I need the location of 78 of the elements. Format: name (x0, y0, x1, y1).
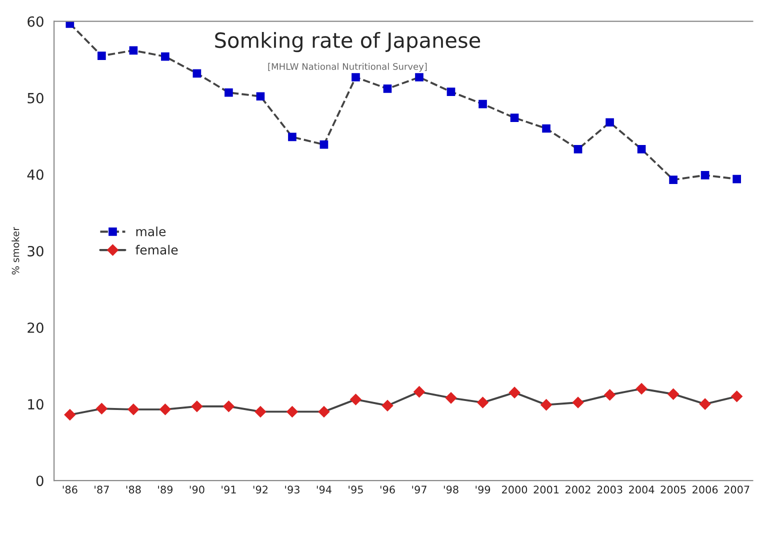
y-tick-label: 20 (28, 322, 44, 333)
point (224, 88, 233, 97)
y-tick-label: 0 (36, 476, 44, 486)
point (477, 396, 488, 408)
point (161, 52, 170, 61)
point (636, 383, 648, 394)
y-axis-title: % smoker (12, 226, 20, 274)
x-tick-label: '90 (190, 486, 204, 494)
point (540, 399, 552, 410)
x-tick-label: '89 (158, 486, 173, 494)
point (64, 409, 76, 420)
point (700, 171, 710, 180)
x-tick-label: '94 (316, 486, 332, 494)
point (191, 400, 203, 412)
x-tick-label: '98 (444, 486, 458, 494)
legend-label: female (136, 244, 178, 255)
point (98, 52, 106, 60)
x-tick-label: '91 (222, 486, 236, 494)
point (318, 406, 330, 418)
x-tick-label: '87 (94, 486, 109, 494)
point (574, 145, 582, 154)
x-tick-label: 2001 (534, 486, 559, 494)
point (414, 386, 425, 398)
x-tick-label: 2003 (597, 486, 622, 494)
point (128, 404, 140, 416)
point (129, 46, 138, 55)
point (669, 176, 678, 184)
x-tick-label: '92 (253, 486, 268, 494)
point (508, 386, 520, 398)
x-tick-label: 2000 (502, 486, 528, 494)
y-tick-label: 40 (27, 169, 44, 180)
point (286, 406, 298, 418)
text: [MHLW National Nutritional Survey] (268, 62, 427, 72)
point (223, 400, 234, 412)
point (352, 73, 360, 82)
y-tick-label: 50 (28, 92, 44, 104)
x-tick-label: 2007 (724, 486, 750, 494)
x-tick-label: 2005 (660, 486, 686, 494)
point (637, 145, 646, 154)
x-tick-label: '96 (380, 486, 395, 494)
x-tick-label: 2006 (692, 486, 718, 494)
point (699, 398, 711, 410)
x-tick-label: 2004 (629, 486, 654, 494)
point (288, 132, 296, 142)
point (66, 21, 74, 28)
point (160, 404, 171, 416)
point (256, 92, 265, 101)
x-tick-label: '86 (62, 486, 78, 494)
point (382, 400, 394, 412)
x-tick-label: '97 (412, 486, 426, 494)
point (96, 403, 108, 414)
chart-title: Somking rate of Japanese (215, 32, 480, 52)
x-tick-label: '88 (126, 486, 141, 494)
point (606, 118, 614, 127)
point (350, 394, 362, 406)
point (192, 69, 202, 78)
point (445, 392, 457, 404)
point (572, 396, 584, 408)
point (478, 100, 487, 108)
x-tick-label: '95 (348, 486, 363, 494)
point (542, 124, 550, 133)
point (446, 88, 456, 96)
x-tick-label: 2002 (566, 486, 590, 494)
point (510, 114, 519, 122)
y-tick-label: 10 (28, 399, 44, 410)
point (320, 140, 328, 149)
y-tick-label: 30 (28, 246, 44, 256)
y-tick-label: 60 (28, 16, 44, 27)
point (415, 73, 424, 82)
x-tick-label: '99 (476, 486, 490, 494)
point (668, 388, 679, 400)
x-tick-label: '93 (285, 486, 300, 494)
point (254, 406, 266, 418)
legend-label: male (136, 226, 166, 236)
point (732, 174, 741, 184)
point (604, 389, 616, 400)
point (731, 390, 742, 402)
point (383, 84, 392, 93)
